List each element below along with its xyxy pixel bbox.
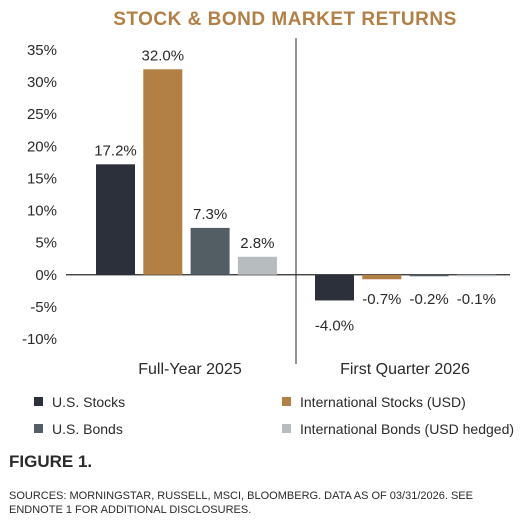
legend-swatch — [34, 397, 43, 406]
y-tick-label: 30% — [27, 74, 57, 91]
y-tick-label: 5% — [35, 235, 57, 252]
data-label: 32.0% — [142, 47, 185, 64]
legend-swatch — [34, 424, 43, 433]
y-tick-label: 10% — [27, 203, 57, 220]
group-label: Full-Year 2025 — [138, 361, 242, 378]
data-label: 2.8% — [240, 235, 274, 252]
y-tick-label: 0% — [35, 267, 57, 284]
axis-layer: 35% 30% 25% 20% 15% 10% 5% 0% -5% -10% Full-Year 2… — [22, 38, 510, 378]
bar — [143, 69, 183, 275]
bar — [237, 256, 277, 275]
legend-label: U.S. Stocks — [52, 394, 125, 410]
data-label: -0.7% — [362, 291, 401, 308]
bar — [315, 274, 354, 301]
bar-chart: STOCK & BOND MARKET RETURNS 35% 30% 25% 20%… — [22, 9, 514, 437]
chart-title: STOCK & BOND MARKET RETURNS — [113, 9, 457, 30]
data-label: 7.3% — [193, 206, 227, 223]
y-tick-label: -5% — [30, 299, 57, 316]
bar — [190, 227, 230, 275]
y-tick-label: 25% — [27, 106, 57, 123]
legend-swatch — [282, 397, 291, 406]
legend-label: International Stocks (USD) — [300, 394, 466, 410]
legend-swatch — [282, 424, 291, 433]
data-label: -0.2% — [410, 291, 449, 308]
y-tick-label: 20% — [27, 138, 57, 155]
bar — [409, 274, 449, 277]
bar — [456, 274, 496, 277]
data-label: -0.1% — [457, 291, 496, 308]
sources-note: SOURCES: MORNINGSTAR, RUSSELL, MSCI, BLO… — [9, 490, 473, 516]
y-tick-label: 15% — [27, 170, 57, 187]
legend-label: International Bonds (USD hedged) — [300, 421, 514, 437]
bar-layer: 17.2% 32.0% 7.3% 2.8% -4.0% -0.7% -0.2% -0.1% — [94, 47, 496, 334]
group-label: First Quarter 2026 — [340, 361, 470, 378]
legend-label: U.S. Bonds — [52, 421, 123, 437]
y-tick-label: 35% — [27, 42, 57, 59]
y-tick-label: -10% — [22, 331, 57, 348]
bar — [362, 274, 402, 280]
figure-label: FIGURE 1. — [9, 452, 93, 471]
legend: U.S. Stocks International Stocks (USD) U.S… — [34, 394, 514, 437]
data-label: 17.2% — [94, 142, 137, 159]
bar — [96, 164, 135, 275]
data-label: -4.0% — [315, 317, 354, 334]
